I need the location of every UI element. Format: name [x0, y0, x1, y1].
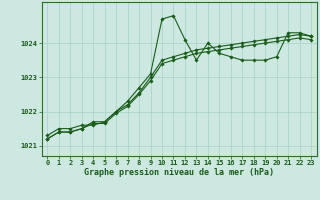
X-axis label: Graphe pression niveau de la mer (hPa): Graphe pression niveau de la mer (hPa)	[84, 168, 274, 177]
